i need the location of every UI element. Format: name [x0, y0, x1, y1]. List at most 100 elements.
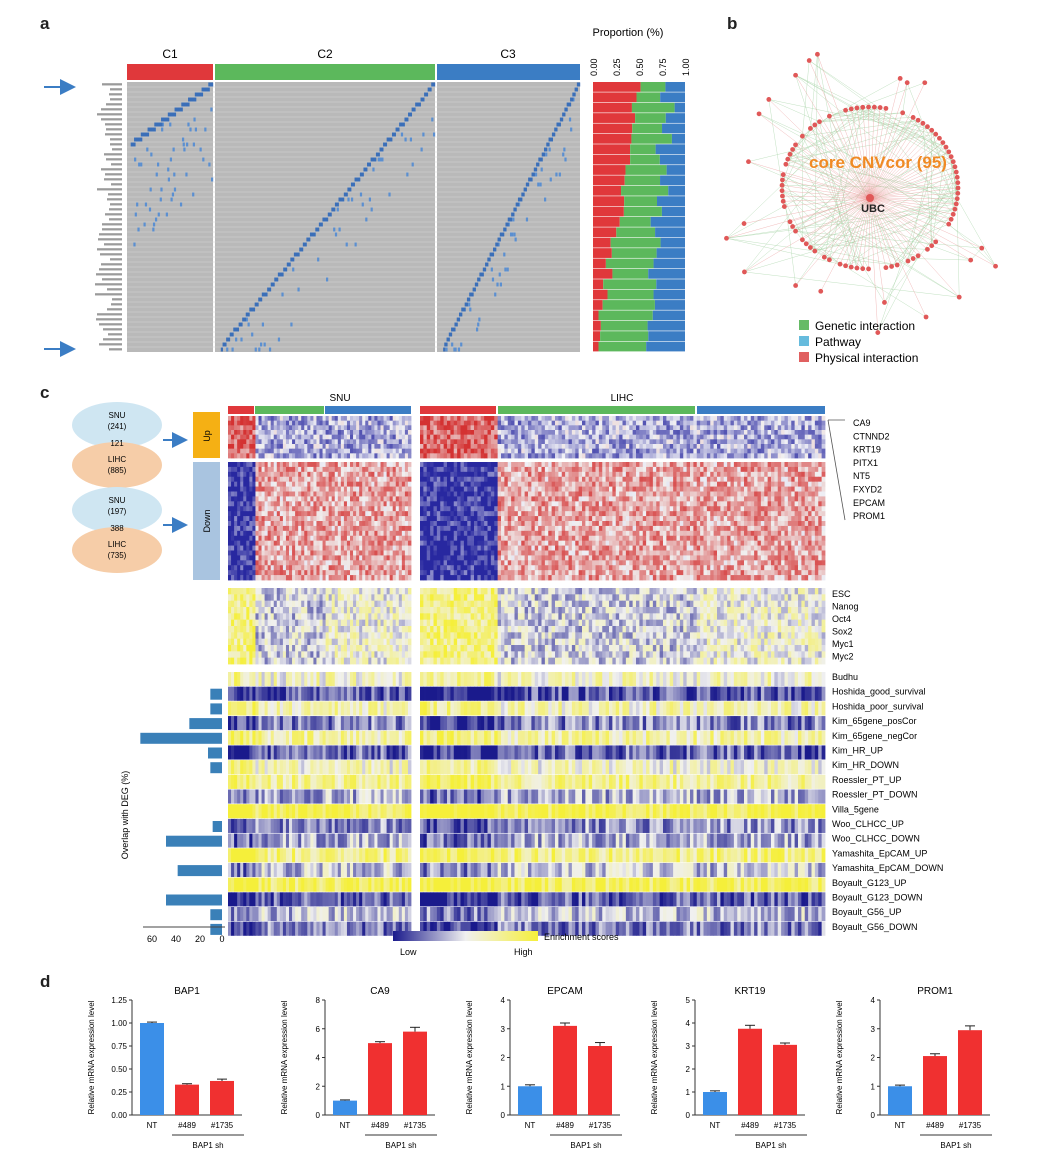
heatmap-cell-down	[395, 486, 400, 492]
heatmap-cell-down	[301, 486, 305, 492]
heatmap-cell-up	[511, 430, 515, 436]
heatmap-cell-down	[279, 486, 284, 492]
network-edge	[869, 123, 924, 199]
heatmap-cell-up	[279, 420, 284, 426]
heatmap-cell-down	[683, 471, 688, 478]
heatmap-cell-down	[386, 550, 391, 556]
heatmap-cell-down	[760, 466, 765, 473]
network-edge	[726, 126, 928, 239]
heatmap-cell-down	[362, 530, 366, 537]
heatmap-cell-down	[362, 466, 366, 473]
heatmap-cell-up	[791, 434, 796, 440]
matrix-event	[226, 337, 229, 342]
network-edge	[768, 99, 871, 199]
matrix-event	[336, 202, 339, 207]
heatmap-cell-up	[548, 425, 553, 431]
heatmap-cell-up	[663, 453, 667, 459]
heatmap-cell-up	[430, 434, 434, 440]
heatmap-cell-down	[365, 535, 369, 542]
heatmap-cell-up	[740, 416, 745, 422]
heatmap-cell-down	[228, 525, 232, 532]
heatmap-cell-up	[298, 448, 302, 454]
heatmap-cell-down	[234, 462, 238, 468]
heatmap-cell-up	[401, 453, 406, 459]
heatmap-cell-down	[504, 486, 509, 492]
heatmap-cell-down	[733, 471, 738, 478]
matrix-row-label	[105, 133, 122, 136]
heatmap-cell-up	[340, 444, 345, 450]
heatmap-cell-up	[504, 420, 509, 426]
heatmap-cell-down	[457, 491, 461, 497]
heatmap-cell-up	[276, 420, 281, 426]
heatmap-cell-up	[514, 434, 519, 440]
heatmap-cell-down	[386, 511, 391, 517]
heatmap-cell-down	[350, 506, 354, 512]
heatmap-cell-down	[636, 462, 640, 468]
heatmap-cell-down	[392, 540, 397, 546]
matrix-event	[157, 162, 160, 167]
heatmap-cell-down	[334, 496, 339, 502]
heatmap-cell-down	[679, 486, 684, 492]
heatmap-cell-down	[243, 462, 247, 468]
heatmap-cell-down	[555, 476, 559, 483]
heatmap-cell-up	[727, 425, 731, 431]
heatmap-cell-up	[814, 434, 819, 440]
heatmap-cell-down	[723, 491, 728, 497]
heatmap-cell-down	[420, 491, 424, 497]
matrix-event	[477, 277, 480, 282]
heatmap-cell-down	[249, 462, 253, 468]
heatmap-cell-down	[507, 486, 512, 492]
heatmap-cell-up	[814, 453, 819, 459]
heatmap-cell-down	[801, 471, 806, 478]
heatmap-cell-down	[727, 466, 731, 473]
heatmap-cell-down	[313, 511, 317, 517]
heatmap-cell-down	[663, 466, 667, 473]
network-edge	[802, 136, 871, 199]
matrix-event	[138, 162, 141, 167]
heatmap-cell-down	[234, 471, 238, 478]
matrix-event	[152, 227, 155, 232]
matrix-event	[220, 347, 223, 352]
heatmap-cell-down	[240, 466, 244, 473]
heatmap-cell-down	[276, 481, 281, 487]
matrix-event	[199, 147, 202, 152]
heatmap-cell-up	[386, 416, 391, 422]
matrix-event	[454, 347, 457, 352]
heatmap-cell-up	[328, 425, 333, 431]
heatmap-cell-down	[534, 481, 539, 487]
proportion-segment-c1	[593, 341, 599, 352]
network-edge	[814, 250, 830, 261]
heatmap-cell-down	[676, 466, 681, 473]
heatmap-cell-down	[663, 462, 667, 468]
heatmap-cell-down	[328, 535, 333, 542]
heatmap-cell-down	[619, 466, 623, 473]
heatmap-cell-down	[298, 501, 302, 507]
heatmap-cell-up	[252, 430, 256, 436]
heatmap-cell-down	[267, 462, 272, 468]
matrix-event	[233, 327, 236, 332]
heatmap-cell-down	[460, 476, 465, 483]
heatmap-cell-down	[632, 466, 637, 473]
heatmap-cell-up	[588, 425, 593, 431]
heatmap-cell-up	[490, 430, 495, 436]
heatmap-cell-down	[276, 555, 281, 561]
heatmap-cell-down	[383, 550, 387, 556]
heatmap-cell-up	[774, 444, 779, 450]
heatmap-cell-up	[501, 453, 505, 459]
heatmap-cell-down	[629, 481, 634, 487]
heatmap-cell-up	[551, 439, 556, 445]
venn-down-overlap: 388	[110, 524, 124, 533]
heatmap-cell-down	[359, 462, 363, 468]
heatmap-cell-down	[784, 466, 789, 473]
heatmap-cell-down	[401, 521, 406, 527]
proportion-segment-c2	[600, 320, 648, 331]
heatmap-cell-up	[343, 434, 348, 440]
heatmap-cell-up	[808, 448, 812, 454]
heatmap-cell-up	[404, 420, 409, 426]
heatmap-cell-down	[228, 462, 232, 468]
heatmap-cell-up	[609, 416, 613, 422]
heatmap-cell-down	[757, 481, 762, 487]
heatmap-cell-up	[289, 444, 293, 450]
heatmap-cell-up	[717, 448, 721, 454]
heatmap-cell-down	[350, 555, 354, 561]
